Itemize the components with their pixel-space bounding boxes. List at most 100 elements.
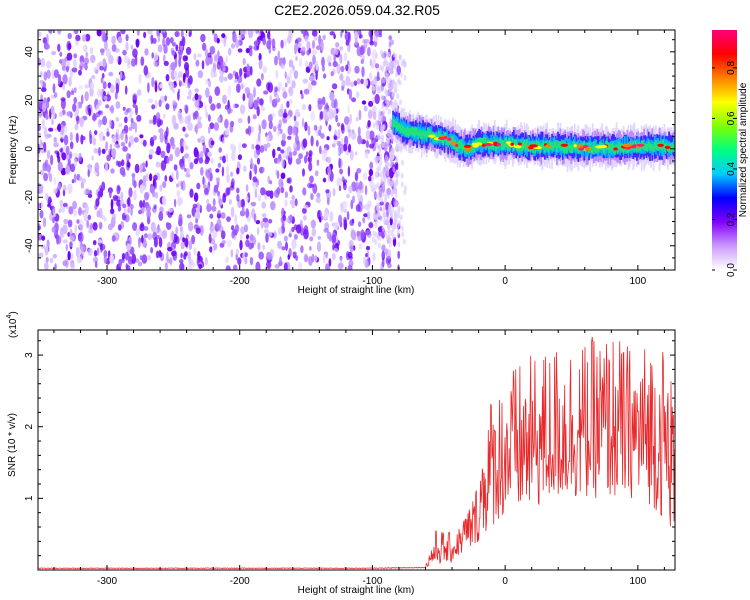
noise-cell <box>397 205 401 212</box>
noise-cell <box>126 198 130 205</box>
noise-cell <box>368 222 374 229</box>
noise-cell <box>377 114 381 121</box>
noise-cell <box>179 262 185 270</box>
noise-cell <box>295 113 298 118</box>
noise-cell <box>321 65 325 72</box>
noise-cell <box>253 45 259 51</box>
noise-cell <box>326 197 330 206</box>
ridge-band <box>569 137 571 154</box>
noise-cell <box>209 223 215 232</box>
x-tick-label: -100 <box>362 576 382 587</box>
noise-cell <box>162 181 167 189</box>
ridge-band <box>425 132 428 141</box>
noise-cell <box>284 38 287 47</box>
noise-cell <box>191 234 196 245</box>
noise-cell <box>380 77 384 84</box>
noise-cell <box>162 195 167 206</box>
noise-cell <box>134 122 138 133</box>
noise-cell <box>230 206 235 218</box>
noise-cell <box>230 249 234 258</box>
noise-cell <box>97 191 101 200</box>
noise-cell <box>124 251 129 261</box>
noise-cell <box>66 65 69 73</box>
noise-cell <box>204 187 209 195</box>
noise-cell <box>96 247 100 256</box>
noise-cell <box>266 260 272 269</box>
noise-cell <box>318 129 322 137</box>
noise-cell <box>179 162 186 170</box>
ridge-band <box>418 129 421 137</box>
noise-cell <box>374 232 378 239</box>
noise-cell <box>139 134 144 139</box>
noise-cell <box>83 211 88 222</box>
noise-cell <box>207 52 212 58</box>
ridge-band <box>542 141 545 150</box>
noise-cell <box>307 156 311 162</box>
noise-cell <box>247 115 251 124</box>
noise-cell <box>196 182 201 190</box>
noise-cell <box>252 114 257 120</box>
noise-cell <box>381 141 385 148</box>
noise-cell <box>255 261 261 270</box>
noise-cell <box>101 72 105 79</box>
noise-cell <box>204 159 209 165</box>
noise-cell <box>287 135 292 140</box>
noise-cell <box>256 96 260 104</box>
noise-cell <box>194 211 201 221</box>
noise-cell <box>347 165 351 177</box>
noise-cell <box>368 72 373 80</box>
noise-cell <box>317 235 321 240</box>
ridge-hotspot <box>496 142 501 147</box>
noise-cell <box>255 220 261 225</box>
noise-cell <box>310 135 314 147</box>
noise-cell <box>159 251 163 258</box>
noise-cell <box>172 99 176 106</box>
noise-cell <box>386 130 390 137</box>
noise-cell <box>381 185 385 191</box>
noise-cell <box>378 186 382 193</box>
noise-cell <box>128 141 131 148</box>
noise-cell <box>266 190 272 197</box>
scale-text: (x10 <box>8 318 19 338</box>
noise-cell <box>187 122 193 131</box>
noise-cell <box>354 38 358 46</box>
noise-cell <box>294 198 298 207</box>
noise-cell <box>297 262 303 270</box>
noise-cell <box>339 46 343 51</box>
noise-cell <box>88 229 94 234</box>
noise-cell <box>303 204 309 209</box>
noise-cell <box>356 230 361 237</box>
noise-cell <box>189 188 194 198</box>
noise-cell <box>312 54 316 65</box>
noise-cell <box>117 186 121 192</box>
noise-cell <box>52 110 56 120</box>
noise-cell <box>80 94 84 105</box>
noise-cell <box>354 171 359 182</box>
noise-cell <box>338 143 345 154</box>
snr-frame <box>37 329 676 571</box>
x-tick-label: -100 <box>362 276 382 287</box>
noise-cell <box>302 168 305 177</box>
noise-cell <box>109 119 112 129</box>
ridge-band <box>422 129 424 136</box>
noise-cell <box>216 213 222 219</box>
noise-cell <box>235 39 240 48</box>
noise-cell <box>326 232 331 240</box>
ridge-hotspot <box>545 144 551 148</box>
noise-cell <box>395 71 399 78</box>
noise-cell <box>387 108 391 115</box>
noise-cell <box>377 226 383 233</box>
noise-cell <box>326 55 332 65</box>
noise-cell <box>175 236 180 245</box>
noise-cell <box>382 109 386 116</box>
noise-cell <box>158 237 163 248</box>
noise-cell <box>248 45 253 50</box>
ridge-band <box>550 142 552 150</box>
noise-cell <box>164 135 168 145</box>
noise-cell <box>367 47 371 57</box>
noise-cell <box>310 219 316 229</box>
ridge-band <box>460 139 463 149</box>
noise-cell <box>92 222 97 227</box>
y-tick-label: 1 <box>24 495 35 501</box>
noise-cell <box>59 59 63 64</box>
